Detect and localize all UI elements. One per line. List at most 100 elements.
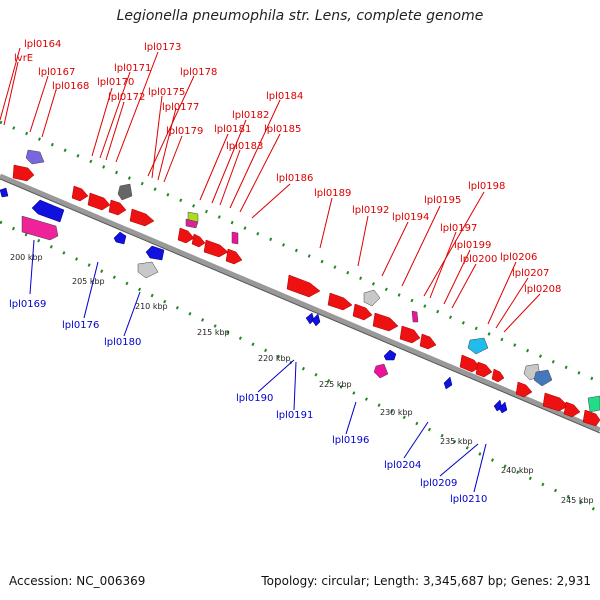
gene-arrow — [0, 187, 9, 198]
gene-label-lpl0207: lpl0207 — [512, 268, 549, 279]
gene-arrow — [31, 199, 65, 223]
gene-label-lpl0184: lpl0184 — [266, 91, 303, 102]
gene-arrow — [311, 313, 321, 327]
gene-arrow — [203, 239, 229, 258]
feature-box — [231, 231, 239, 245]
feature-box — [373, 363, 389, 379]
scale-label-240: 240 kbp — [501, 466, 534, 475]
gene-label-lpl0189: lpl0189 — [314, 188, 351, 199]
gene-label-lpl0192: lpl0192 — [352, 205, 389, 216]
gene-label-lvrE: lvrE — [14, 53, 33, 64]
feature-box — [185, 218, 199, 229]
feature-box — [467, 337, 489, 355]
gene-label-lpl0169: lpl0169 — [9, 299, 46, 310]
gene-arrow — [383, 349, 397, 361]
gene-arrow — [113, 231, 127, 245]
forward-connectors — [0, 47, 541, 333]
gene-arrow — [498, 401, 508, 414]
gene-label-lpl0177: lpl0177 — [162, 102, 199, 113]
feature-box — [363, 289, 381, 307]
scale-label-230: 230 kbp — [380, 408, 413, 417]
gene-label-lpl0182: lpl0182 — [232, 110, 269, 121]
gene-arrow — [491, 368, 505, 383]
gene-label-lpl0173: lpl0173 — [144, 42, 181, 53]
gene-label-lpl0183: lpl0183 — [226, 141, 263, 152]
gene-arrow — [327, 292, 353, 311]
gene-arrow — [542, 392, 569, 412]
feature-box — [533, 369, 553, 387]
scale-label-245: 245 kbp — [561, 496, 594, 505]
gene-label-lpl0176: lpl0176 — [62, 320, 99, 331]
scale-label-225: 225 kbp — [319, 380, 352, 389]
scale-label-200: 200 kbp — [10, 253, 43, 262]
gene-label-lpl0185: lpl0185 — [264, 124, 301, 135]
accession-text: Accession: NC_006369 — [9, 574, 146, 588]
gene-arrow — [459, 354, 481, 373]
scale-label-220: 220 kbp — [258, 354, 291, 363]
gene-label-lpl0172: lpl0172 — [108, 92, 145, 103]
gene-label-lpl0175: lpl0175 — [148, 87, 185, 98]
scale-label-215: 215 kbp — [197, 328, 230, 337]
gene-label-lpl0206: lpl0206 — [500, 252, 537, 263]
gene-label-lpl0194: lpl0194 — [392, 212, 429, 223]
gene-label-lpl0200: lpl0200 — [460, 254, 497, 265]
gene-arrow — [71, 185, 89, 202]
gene-label-lpl0208: lpl0208 — [524, 284, 561, 295]
feature-box — [25, 149, 45, 165]
gene-label-lpl0198: lpl0198 — [468, 181, 505, 192]
forward-gene-labels: lpl0164 lvrE lpl0167 lpl0168 lpl0170 lpl… — [14, 39, 561, 295]
genome-backbone — [0, 173, 600, 433]
gene-label-lpl0186: lpl0186 — [276, 173, 313, 184]
gene-arrow — [372, 312, 399, 332]
reverse-gene-labels: lpl0169 lpl0176 lpl0180 lpl0190 lpl0191 … — [9, 299, 487, 505]
gene-arrow — [177, 227, 195, 244]
scale-label-210: 210 kbp — [135, 302, 168, 311]
feature-boxes — [21, 149, 600, 413]
gene-arrow — [145, 245, 165, 261]
gene-arrow — [225, 248, 243, 265]
feature-box — [137, 261, 159, 279]
forward-strand-genes — [12, 164, 600, 427]
gene-label-lpl0170: lpl0170 — [97, 77, 134, 88]
gene-arrow — [12, 164, 35, 182]
gene-arrow — [191, 233, 206, 248]
gene-label-lpl0171: lpl0171 — [114, 63, 151, 74]
gene-label-lpl0191: lpl0191 — [276, 410, 313, 421]
reverse-connectors — [29, 239, 487, 493]
map-title: Legionella pneumophila str. Lens, comple… — [116, 8, 484, 24]
gene-arrow — [129, 208, 155, 227]
gene-label-lpl0204: lpl0204 — [384, 460, 421, 471]
gene-arrow — [399, 325, 421, 344]
gene-label-lpl0168: lpl0168 — [52, 81, 89, 92]
feature-box — [117, 183, 133, 201]
gene-label-lpl0196: lpl0196 — [332, 435, 369, 446]
gene-label-lpl0190: lpl0190 — [236, 393, 273, 404]
gene-arrow — [443, 376, 453, 390]
gene-label-lpl0164: lpl0164 — [24, 39, 61, 50]
gene-arrow — [582, 409, 600, 427]
gene-arrow — [305, 312, 315, 325]
gene-arrow — [87, 192, 111, 211]
gene-label-lpl0195: lpl0195 — [424, 195, 461, 206]
gene-arrow — [286, 274, 321, 298]
gene-arrow — [352, 303, 373, 321]
gene-label-lpl0178: lpl0178 — [180, 67, 217, 78]
gene-label-lpl0199: lpl0199 — [454, 240, 491, 251]
genome-summary-text: Topology: circular; Length: 3,345,687 bp… — [261, 574, 591, 588]
gene-label-lpl0180: lpl0180 — [104, 337, 141, 348]
gene-arrow — [563, 401, 581, 418]
gene-label-lpl0167: lpl0167 — [38, 67, 75, 78]
gene-arrow — [515, 381, 533, 398]
gene-label-lpl0179: lpl0179 — [166, 126, 203, 137]
gene-label-lpl0209: lpl0209 — [420, 478, 457, 489]
gene-arrow — [419, 333, 437, 350]
gene-label-lpl0181: lpl0181 — [214, 124, 251, 135]
scale-label-205: 205 kbp — [72, 277, 105, 286]
feature-box — [411, 310, 419, 323]
gene-label-lpl0210: lpl0210 — [450, 494, 487, 505]
scale-labels: 200 kbp 205 kbp 210 kbp 215 kbp 220 kbp … — [10, 253, 594, 505]
scale-label-235: 235 kbp — [440, 437, 473, 446]
genome-backbone-shadow — [0, 178, 600, 434]
